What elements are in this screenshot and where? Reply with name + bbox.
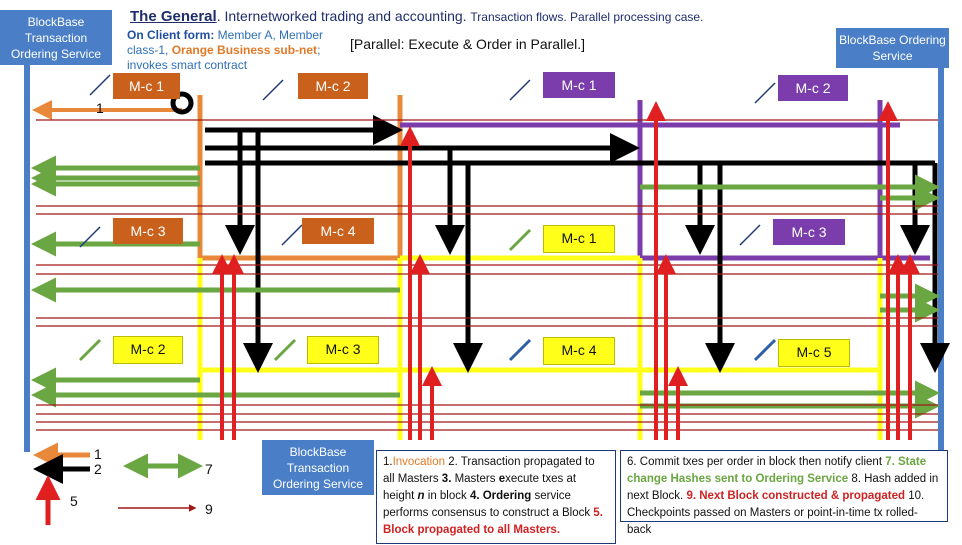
step3-e: e — [498, 473, 506, 485]
yellow-mc-5: M-c 5 — [778, 339, 850, 367]
left-ordering-bar — [24, 60, 30, 452]
block-propagated-arrows — [212, 101, 920, 440]
step7-text: 7. State change Hashes sent to Ordering … — [627, 456, 927, 485]
legend-graphics — [33, 442, 203, 525]
step5-text: 5. Block propagated to all Masters. — [383, 507, 603, 536]
title-rest: . Internetworked trading and accounting. — [216, 8, 471, 24]
ordering-service-left: BlockBase Transaction Ordering Service — [0, 10, 112, 65]
legend-label-1: 1 — [94, 446, 102, 462]
steps-note-right: 6. Commit txes per order in block then n… — [620, 450, 948, 536]
step9-text: 9. Next Block constructed & propagated — [686, 490, 905, 502]
ordering-service-bottom-label: BlockBase Transaction Ordering Service — [272, 444, 364, 491]
client-form-note: On Client form: Member A, Member class-1… — [127, 28, 347, 73]
orange-mc-2: M-c 2 — [298, 73, 368, 99]
legend-label-2: 2 — [94, 461, 102, 477]
step1-text: Invocation — [392, 456, 446, 468]
client-form-label: On Client form: — [127, 28, 215, 42]
purple-subnet-frame — [400, 100, 930, 261]
purple-mc-3: M-c 3 — [773, 219, 845, 245]
purple-mc-2: M-c 2 — [778, 75, 848, 101]
step-label-1: 1 — [96, 100, 104, 116]
client-form-tail: ; invokes smart contract — [127, 43, 321, 72]
client-form-subnet: Orange Business sub-net — [171, 43, 318, 57]
right-ordering-bar — [938, 65, 944, 450]
title-main: The General — [130, 8, 217, 25]
legend-label-9: 9 — [205, 501, 213, 517]
ordering-service-right-label: BlockBase Ordering Service — [839, 33, 946, 63]
ordering-service-bottom: BlockBase Transaction Ordering Service — [262, 440, 374, 495]
yellow-mc-1: M-c 1 — [543, 225, 615, 253]
orange-mc-4: M-c 4 — [302, 218, 374, 244]
state-hash-arrows — [31, 155, 940, 419]
step3-a: Masters — [451, 473, 499, 485]
title-sub: Transaction flows. Parallel processing c… — [470, 10, 704, 24]
purple-mc-1: M-c 1 — [543, 72, 615, 98]
ordering-service-right: BlockBase Ordering Service — [836, 28, 949, 68]
client-form-members: Member A, Member class-1, — [127, 28, 324, 57]
step3-c: in block — [424, 490, 470, 502]
step6-text: 6. Commit txes per order in block then n… — [627, 456, 883, 468]
yellow-mc-2: M-c 2 — [113, 336, 183, 364]
step8-text: 8. Hash added in next Block. — [627, 473, 939, 502]
invocation-node — [170, 91, 194, 115]
subtitle: [Parallel: Execute & Order in Parallel.] — [350, 36, 585, 52]
orange-mc-3: M-c 3 — [113, 218, 183, 244]
step3-n: n — [417, 490, 425, 502]
step4-text: service performs consensus to construct … — [383, 490, 594, 519]
step4-num: 4. Ordering — [469, 490, 532, 502]
step3-num: 3. — [441, 473, 452, 485]
ordering-service-left-label: BlockBase Transaction Ordering Service — [10, 14, 102, 61]
next-block-lines — [36, 119, 938, 431]
step10-text: 10. Checkpoints passed on Masters or poi… — [627, 490, 925, 536]
subnet-marker-slashes — [78, 74, 777, 362]
step2-text: 2. Transaction propagated to all Masters — [383, 456, 595, 485]
yellow-mc-3: M-c 3 — [307, 336, 379, 364]
step1-num: 1. — [383, 456, 393, 468]
title: The General. Internetworked trading and … — [130, 8, 830, 25]
orange-mc-1: M-c 1 — [113, 73, 180, 99]
steps-note-left: 1.Invocation 2. Transaction propagated t… — [376, 450, 616, 544]
step3-b: xecute txes at height — [383, 473, 577, 502]
yellow-mc-4: M-c 4 — [543, 337, 615, 365]
legend-label-5: 5 — [70, 493, 78, 509]
legend-label-7: 7 — [205, 461, 213, 477]
